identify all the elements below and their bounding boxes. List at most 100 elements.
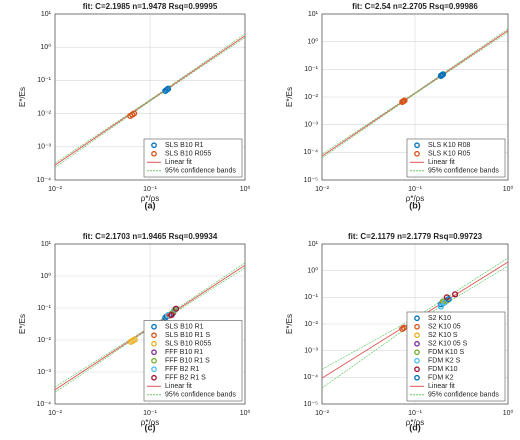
legend-marker xyxy=(151,349,157,356)
x-tick-label: 10⁻² xyxy=(315,410,329,417)
legend-marker xyxy=(414,150,420,157)
x-axis-label: ρ*/ρs xyxy=(141,418,159,427)
data-point xyxy=(401,97,408,104)
data-point xyxy=(168,311,175,319)
legend-label: 95% confidence bands xyxy=(428,392,499,399)
legend-label: FFF B2 R1 S xyxy=(165,375,206,382)
caption: (a) xyxy=(145,200,156,210)
confidence-band-lower xyxy=(54,37,246,168)
caption: (c) xyxy=(145,422,156,432)
axes-frame xyxy=(54,13,246,181)
legend-label: Linear fit xyxy=(165,159,192,166)
y-tick-label: 10⁰ xyxy=(307,38,318,46)
legend-marker xyxy=(414,142,420,149)
legend-marker xyxy=(151,357,157,364)
x-tick-label: 10⁰ xyxy=(503,185,514,193)
y-tick-label: 10⁰ xyxy=(40,272,51,280)
legend-marker xyxy=(151,332,157,339)
legend-label: SLS B10 R1 S xyxy=(165,332,210,339)
x-tick-label: 10⁻² xyxy=(315,186,329,193)
y-tick-label: 10⁻² xyxy=(304,94,318,101)
legend-label: FDM K10 S xyxy=(428,349,465,356)
legend-label: SLS K10 R08 xyxy=(428,142,471,149)
x-axis-label: ρ*/ρs xyxy=(141,194,159,203)
y-tick-label: 10⁻¹ xyxy=(304,294,318,301)
y-tick-label: 10⁻² xyxy=(37,110,51,117)
legend-label: SLS B10 R055 xyxy=(165,151,211,158)
legend-label: FDM K2 xyxy=(428,375,454,382)
confidence-band-upper xyxy=(54,33,246,164)
y-tick-label: 10⁻⁴ xyxy=(37,401,52,408)
data-point xyxy=(445,296,452,303)
data-point xyxy=(164,311,172,319)
chart-title: fit: C=2.1703 n=1.9465 Rsq=0.99934 xyxy=(83,232,218,241)
legend-label: 95% confidence bands xyxy=(165,168,236,175)
chart-title: fit: C=2.54 n=2.2705 Rsq=0.99986 xyxy=(352,2,478,11)
axes-frame xyxy=(54,243,246,405)
axes-frame xyxy=(321,243,509,405)
y-tick-label: 10⁻³ xyxy=(304,348,318,355)
legend-marker xyxy=(414,366,420,373)
legend-label: SLS K10 R05 xyxy=(428,151,471,158)
y-tick-label: 10¹ xyxy=(308,241,319,248)
y-tick-label: 10⁻⁴ xyxy=(37,177,52,184)
y-tick-label: 10⁻⁴ xyxy=(304,374,319,381)
legend-label: Linear fit xyxy=(165,383,192,390)
legend-label: SLS B10 R1 xyxy=(165,324,204,331)
data-point xyxy=(172,305,180,312)
x-tick-label: 10⁻² xyxy=(48,410,62,417)
legend-marker xyxy=(151,150,157,157)
legend-label: FFF B10 R1 S xyxy=(165,358,210,365)
chart-title: fit: C=2.1179 n=2.1779 Rsq=0.99723 xyxy=(348,232,483,241)
fit-line xyxy=(321,30,509,157)
x-tick-label: 10⁰ xyxy=(240,185,251,193)
legend-marker xyxy=(151,142,157,149)
data-point xyxy=(439,71,447,78)
legend-marker xyxy=(414,340,420,347)
legend-marker xyxy=(151,340,157,347)
y-axis-label: E*/Es xyxy=(285,314,294,334)
legend-marker xyxy=(151,323,157,330)
confidence-band-lower xyxy=(321,31,509,159)
legend-label: FDM K10 xyxy=(428,366,458,373)
y-tick-label: 10⁻¹ xyxy=(37,305,51,312)
y-tick-label: 10⁻² xyxy=(37,337,51,344)
x-tick-label: 10⁻² xyxy=(48,186,62,193)
x-tick-label: 10⁻¹ xyxy=(143,410,157,417)
legend-label: S2 K10 05 S xyxy=(428,341,468,348)
y-tick-label: 10⁻³ xyxy=(304,122,318,129)
legend-label: FFF B2 R1 xyxy=(165,366,199,373)
y-tick-label: 10⁻³ xyxy=(37,369,51,376)
legend-label: S2 K10 S xyxy=(428,332,458,339)
legend-label: SLS B10 R1 xyxy=(165,142,204,149)
data-point xyxy=(437,303,445,310)
data-point xyxy=(131,336,138,343)
legend-label: 95% confidence bands xyxy=(428,168,499,175)
data-point xyxy=(452,291,459,298)
axes-frame xyxy=(321,13,509,181)
x-tick-label: 10⁰ xyxy=(240,409,251,417)
y-tick-label: 10⁻¹ xyxy=(37,77,51,84)
data-point xyxy=(130,110,138,117)
legend-marker xyxy=(414,374,420,381)
x-tick-label: 10⁻¹ xyxy=(408,186,422,193)
chart-title: fit: C=2.1985 n=1.9478 Rsq=0.99995 xyxy=(83,2,218,11)
y-tick-label: 10⁻¹ xyxy=(304,66,318,73)
legend-label: FFF B10 R1 xyxy=(165,349,203,356)
legend-marker xyxy=(414,315,420,322)
legend-label: 95% confidence bands xyxy=(165,392,236,399)
legend-marker xyxy=(414,332,420,339)
legend-marker xyxy=(414,323,420,330)
legend-marker xyxy=(151,374,157,381)
confidence-band-upper xyxy=(321,28,509,155)
y-tick-label: 10¹ xyxy=(308,11,319,18)
confidence-band-lower xyxy=(321,265,509,389)
caption: (b) xyxy=(409,200,421,210)
data-point xyxy=(400,324,408,331)
legend-marker xyxy=(151,366,157,373)
y-axis-label: E*/Es xyxy=(18,87,27,107)
